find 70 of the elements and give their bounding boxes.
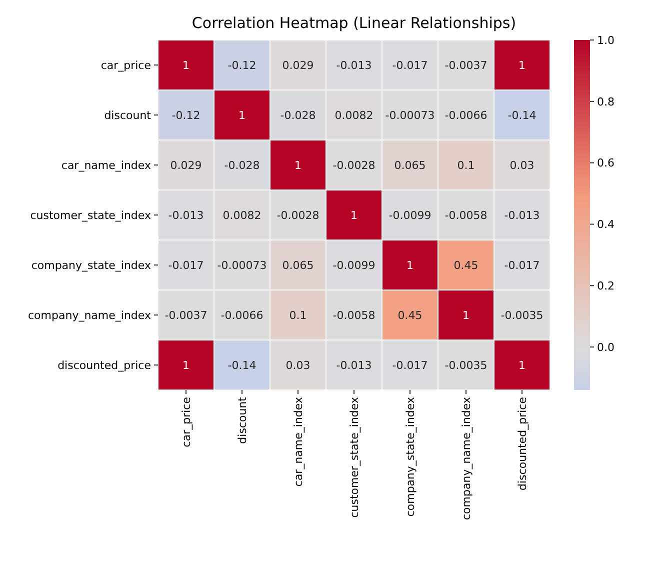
x-tick-label: company_state_index: [404, 396, 417, 517]
data-label: -0.12: [172, 108, 200, 122]
x-tick-label: discount: [236, 396, 249, 444]
data-label: 0.0082: [222, 208, 262, 222]
x-tick-label: customer_state_index: [348, 396, 361, 518]
data-label: -0.013: [168, 208, 204, 222]
data-label: 0.029: [282, 58, 314, 72]
data-label: -0.0028: [332, 158, 376, 172]
color-bar-label: 0.4: [597, 218, 614, 232]
data-label: 1: [518, 358, 526, 372]
data-label: 1: [462, 308, 470, 322]
data-label: 1: [350, 208, 358, 222]
color-bar-label: 0.8: [597, 95, 614, 108]
data-label: 1: [182, 58, 190, 72]
data-label: -0.013: [504, 208, 540, 222]
data-label: -0.12: [228, 58, 256, 72]
data-label: -0.017: [504, 258, 540, 272]
data-label: -0.0028: [276, 208, 320, 222]
y-tick-label: discounted_price: [58, 358, 152, 372]
data-label: 1: [182, 358, 190, 372]
data-label: -0.14: [228, 358, 256, 372]
data-label: -0.00073: [385, 108, 435, 122]
data-label: -0.0037: [164, 308, 208, 322]
data-label: 0.1: [457, 158, 475, 172]
data-label: 0.065: [282, 258, 314, 272]
x-tick-label: discounted_price: [516, 396, 529, 490]
data-label: 0.45: [454, 258, 478, 272]
data-label: -0.017: [392, 358, 428, 372]
data-label: 0.1: [289, 308, 307, 322]
data-label: -0.0099: [388, 208, 432, 222]
data-label: 0.065: [394, 158, 426, 172]
data-label: -0.0035: [500, 308, 544, 322]
data-label: -0.0066: [220, 308, 264, 322]
data-label: 0.0082: [334, 108, 374, 122]
data-label: -0.00073: [217, 258, 267, 272]
x-tick-label: car_name_index: [292, 396, 305, 487]
data-label: -0.017: [392, 58, 428, 72]
data-label: 0.03: [510, 158, 534, 172]
x-tick-label: company_name_index: [460, 396, 473, 520]
x-tick-label: car_price: [180, 396, 193, 448]
y-tick-label: car_price: [100, 58, 152, 72]
data-label: -0.017: [168, 258, 204, 272]
data-label: -0.0058: [444, 208, 488, 222]
data-label: -0.0035: [444, 358, 488, 372]
data-label: -0.0058: [332, 308, 376, 322]
data-label: -0.028: [224, 158, 260, 172]
data-label: 1: [518, 58, 526, 72]
color-bar-label: 1.0: [597, 34, 614, 47]
chart-title: Correlation Heatmap (Linear Relationships): [192, 14, 516, 32]
y-tick-label: company_name_index: [28, 308, 152, 322]
y-tick-label: discount: [104, 108, 152, 122]
color-bar-label: 0.0: [597, 340, 614, 354]
data-label: 0.45: [398, 308, 422, 322]
data-label: 1: [406, 258, 414, 272]
data-label: 1: [294, 158, 302, 172]
y-tick-label: customer_state_index: [30, 208, 152, 222]
data-label: 1: [238, 108, 246, 122]
data-label: -0.013: [336, 58, 372, 72]
y-tick-label: company_state_index: [31, 258, 152, 272]
data-label: -0.0066: [444, 108, 488, 122]
color-bar-label: 0.2: [597, 279, 614, 292]
data-label: -0.0099: [332, 258, 376, 272]
color-bar-label: 0.6: [597, 156, 614, 170]
y-tick-label: car_name_index: [61, 158, 152, 172]
data-label: -0.013: [336, 358, 372, 372]
data-label: -0.14: [508, 108, 536, 122]
data-label: 0.03: [286, 358, 310, 372]
data-label: 0.029: [170, 158, 202, 172]
data-label: -0.028: [280, 108, 316, 122]
data-label: -0.0037: [444, 58, 488, 72]
